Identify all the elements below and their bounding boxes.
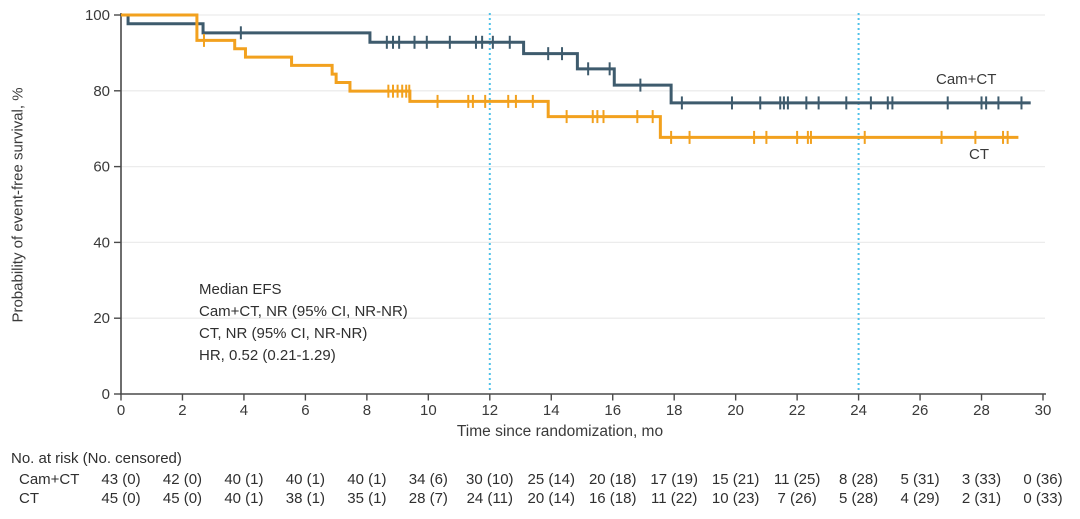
median-efs-annotation: Median EFS Cam+CT, NR (95% CI, NR-NR) CT…: [199, 279, 408, 367]
censor-marks-ct: [202, 33, 1009, 144]
risk-table-header: No. at risk (No. censored): [11, 450, 182, 467]
x-tick-label: 6: [301, 402, 309, 419]
risk-value: 20 (14): [527, 490, 576, 507]
x-tick-label: 18: [666, 402, 683, 419]
series-path-ct: [121, 13, 1019, 139]
series-label-ct: CT: [969, 146, 989, 163]
x-tick-labels: 0 2 4 6 8 10 12 14 16 18 20 22 24 26 28 30: [117, 394, 1052, 419]
y-tick-labels: 0 20 40 60 80 100: [85, 7, 121, 403]
risk-value: 2 (31): [961, 490, 1002, 507]
y-tick-label: 80: [93, 83, 110, 100]
risk-value: 30 (10): [466, 471, 514, 488]
risk-value: 40 (1): [224, 471, 264, 488]
annotation-line-cam-ct: Cam+CT, NR (95% CI, NR-NR): [199, 303, 408, 320]
y-axis-title: Probability of event-free survival, %: [9, 87, 27, 323]
x-tick-label: 20: [727, 402, 744, 419]
risk-value: 42 (0): [162, 471, 203, 488]
annotation-line-hr: HR, 0.52 (0.21-1.29): [199, 347, 336, 364]
y-tick-label: 0: [102, 386, 110, 403]
risk-value: 3 (33): [961, 471, 1002, 488]
x-tick-label: 28: [973, 402, 990, 419]
x-tick-label: 26: [912, 402, 929, 419]
risk-value: 38 (1): [285, 490, 325, 507]
x-tick-label: 30: [1035, 402, 1052, 419]
risk-value: 40 (1): [285, 471, 325, 488]
censor-marks-cam-ct: [239, 26, 1023, 110]
annotation-line-ct: CT, NR (95% CI, NR-NR): [199, 325, 368, 342]
x-tick-label: 22: [789, 402, 806, 419]
risk-value: 8 (28): [838, 471, 879, 488]
risk-value: 4 (29): [900, 490, 940, 507]
risk-value: 17 (19): [650, 471, 698, 488]
risk-value: 11 (22): [650, 490, 698, 507]
risk-value: 5 (31): [900, 471, 940, 488]
y-tick-label: 100: [85, 7, 110, 24]
y-tick-label: 20: [93, 310, 110, 327]
risk-value: 45 (0): [162, 490, 203, 507]
x-tick-label: 4: [240, 402, 248, 419]
risk-value: 24 (11): [466, 490, 513, 507]
annotation-line-median: Median EFS: [199, 281, 282, 298]
risk-value: 40 (1): [347, 471, 387, 488]
risk-row-label-ct: CT: [19, 490, 39, 507]
risk-value: 40 (1): [224, 490, 264, 507]
x-tick-label: 24: [850, 402, 867, 419]
risk-value: 0 (36): [1023, 471, 1063, 488]
risk-value: 5 (28): [838, 490, 879, 507]
risk-value: 16 (18): [588, 490, 637, 507]
grid-lines: [121, 14, 1045, 319]
risk-value: 43 (0): [101, 471, 141, 488]
risk-value: 45 (0): [101, 490, 141, 507]
x-tick-label: 10: [420, 402, 437, 419]
x-axis-title: Time since randomization, mo: [456, 423, 664, 440]
risk-value: 34 (6): [408, 471, 448, 488]
series-label-cam-ct: Cam+CT: [936, 71, 997, 88]
x-tick-label: 14: [543, 402, 560, 419]
x-tick-label: 8: [363, 402, 371, 419]
risk-value: 20 (18): [588, 471, 637, 488]
y-tick-label: 40: [93, 234, 110, 251]
series-path-cam-ct: [121, 13, 1031, 105]
risk-value: 35 (1): [347, 490, 387, 507]
risk-value: 25 (14): [527, 471, 576, 488]
risk-value: 0 (33): [1023, 490, 1063, 507]
risk-value: 10 (23): [711, 490, 760, 507]
risk-row-label-cam-ct: Cam+CT: [19, 471, 80, 488]
risk-value: 7 (26): [777, 490, 817, 507]
x-tick-label: 16: [604, 402, 621, 419]
x-tick-label: 2: [178, 402, 186, 419]
risk-value: 15 (21): [711, 471, 760, 488]
x-tick-label: 0: [117, 402, 125, 419]
risk-value: 11 (25): [773, 471, 821, 488]
x-tick-label: 12: [481, 402, 498, 419]
risk-value: 28 (7): [408, 490, 448, 507]
y-tick-label: 60: [93, 159, 110, 176]
